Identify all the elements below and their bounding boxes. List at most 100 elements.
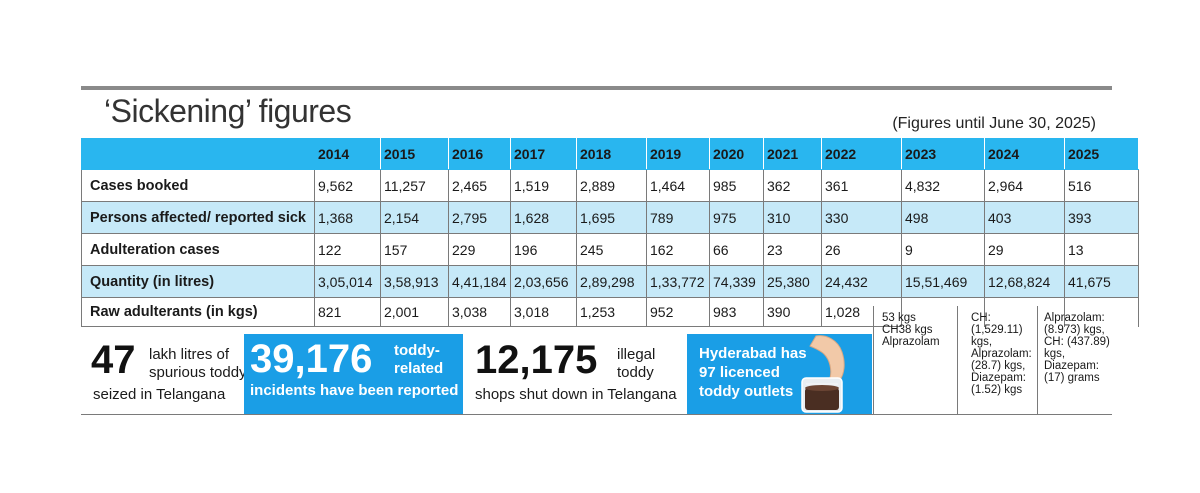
table-cell: 24,432 (821, 265, 902, 298)
table-cell: 3,05,014 (314, 265, 381, 298)
table-cell: 9 (901, 233, 985, 266)
table-cell: 3,038 (448, 297, 511, 327)
table-row: Adulteration cases 122 157 229 196 245 1… (81, 233, 1139, 266)
stat-caption: illegal toddy (617, 346, 655, 382)
table-cell: 361 (821, 169, 902, 202)
year-header: 2016 (448, 138, 511, 170)
table-cell: 12,68,824 (984, 265, 1065, 298)
table-cell: 516 (1064, 169, 1139, 202)
stat-caption-line: illegal (617, 346, 656, 363)
table-cell: 245 (576, 233, 647, 266)
stat-caption: lakh litres of spurious toddy (149, 346, 247, 382)
year-header: 2017 (510, 138, 577, 170)
top-rule (81, 86, 1112, 90)
table-cell: 1,519 (510, 169, 577, 202)
stat-caption-line: toddy (617, 364, 654, 381)
stat-caption-line: related (394, 360, 444, 377)
row-label: Cases booked (81, 169, 315, 202)
year-header: 2015 (380, 138, 449, 170)
stat-number: 47 (91, 338, 136, 382)
stat-caption-line: seized in Telangana (93, 386, 226, 403)
stat-caption-line: spurious toddy (149, 364, 247, 381)
table-cell: 26 (821, 233, 902, 266)
table-cell: 196 (510, 233, 577, 266)
table-cell: 25,380 (763, 265, 822, 298)
table-cell: 15,51,469 (901, 265, 985, 298)
table-cell: 162 (646, 233, 710, 266)
stat-caption-line: 97 licenced (699, 364, 780, 381)
stat-caption-line: lakh litres of (149, 346, 230, 363)
table-cell-empty (1064, 297, 1139, 327)
table-cell: 2,889 (576, 169, 647, 202)
year-header: 2024 (984, 138, 1065, 170)
toddy-cup-icon (801, 335, 845, 413)
table-cell: 74,339 (709, 265, 764, 298)
table-cell: 362 (763, 169, 822, 202)
table-cell: 310 (763, 201, 822, 234)
table-cell: 157 (380, 233, 449, 266)
table-cell: 23 (763, 233, 822, 266)
figures-note: (Figures until June 30, 2025) (892, 115, 1096, 132)
table-cell: 498 (901, 201, 985, 234)
table-row: Cases booked 9,562 11,257 2,465 1,519 2,… (81, 169, 1139, 202)
table-cell: 2,89,298 (576, 265, 647, 298)
row-label: Adulteration cases (81, 233, 315, 266)
figures-table: 2014 2015 2016 2017 2018 2019 2020 2021 … (81, 138, 1139, 327)
table-cell: 122 (314, 233, 381, 266)
table-cell: 4,832 (901, 169, 985, 202)
table-row: Quantity (in litres) 3,05,014 3,58,913 4… (81, 265, 1139, 298)
column-divider (957, 306, 958, 415)
raw-note-2025: Alprazolam: (8.973) kgs, CH: (437.89) kg… (1044, 312, 1110, 384)
table-cell: 229 (448, 233, 511, 266)
table-cell: 66 (709, 233, 764, 266)
bottom-rule (81, 414, 1112, 415)
header-blank (81, 138, 315, 170)
table-cell: 1,028 (821, 297, 902, 327)
year-header: 2018 (576, 138, 647, 170)
year-header: 2023 (901, 138, 985, 170)
table-cell: 2,795 (448, 201, 511, 234)
stat-caption: toddy- related (394, 342, 443, 378)
page-title: ‘Sickening’ figures (104, 93, 352, 129)
table-cell: 1,464 (646, 169, 710, 202)
table-cell: 1,33,772 (646, 265, 710, 298)
table-cell: 2,03,656 (510, 265, 577, 298)
year-header: 2019 (646, 138, 710, 170)
table-cell: 11,257 (380, 169, 449, 202)
table-cell: 13 (1064, 233, 1139, 266)
table-cell: 985 (709, 169, 764, 202)
row-label: Persons affected/ reported sick (81, 201, 315, 234)
stat-incidents: 39,176 toddy- related incidents have bee… (244, 334, 463, 414)
table-cell: 9,562 (314, 169, 381, 202)
table-cell: 393 (1064, 201, 1139, 234)
table-cell: 2,154 (380, 201, 449, 234)
table-cell: 3,018 (510, 297, 577, 327)
table-cell: 403 (984, 201, 1065, 234)
table-cell: 3,58,913 (380, 265, 449, 298)
stat-number: 39,176 (250, 337, 373, 381)
row-label: Raw adulterants (in kgs) (81, 297, 315, 327)
raw-note-2023: 53 kgs CH38 kgs Alprazolam (882, 312, 940, 348)
raw-note-2024: CH: (1,529.11) kgs, Alprazolam: (28.7) k… (971, 312, 1032, 396)
table-cell: 2,964 (984, 169, 1065, 202)
stat-number: 12,175 (475, 338, 598, 382)
table-cell-empty (984, 297, 1065, 327)
table-row: Raw adulterants (in kgs) 821 2,001 3,038… (81, 297, 1139, 327)
table-cell: 29 (984, 233, 1065, 266)
table-cell: 330 (821, 201, 902, 234)
row-label: Quantity (in litres) (81, 265, 315, 298)
table-cell: 952 (646, 297, 710, 327)
table-cell: 4,41,184 (448, 265, 511, 298)
year-header: 2021 (763, 138, 822, 170)
table-cell: 2,001 (380, 297, 449, 327)
year-header: 2022 (821, 138, 902, 170)
table-cell: 789 (646, 201, 710, 234)
stat-caption-line: toddy outlets (699, 383, 794, 400)
table-header-row: 2014 2015 2016 2017 2018 2019 2020 2021 … (81, 138, 1139, 170)
table-cell: 2,465 (448, 169, 511, 202)
table-cell: 41,675 (1064, 265, 1139, 298)
stat-caption-line: shops shut down in Telangana (475, 386, 677, 403)
column-divider (1037, 306, 1038, 415)
table-cell: 975 (709, 201, 764, 234)
stat-caption-line: toddy- (394, 342, 440, 359)
